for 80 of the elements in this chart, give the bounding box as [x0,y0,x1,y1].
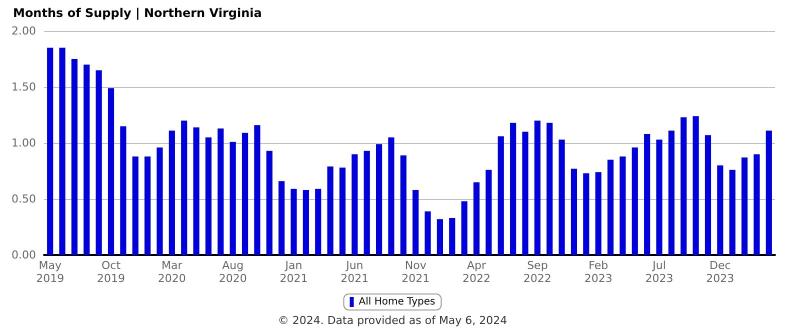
bar [656,140,662,255]
x-tick-label: Sep 2022 [523,259,552,285]
bar [168,130,175,255]
bar [632,147,638,255]
bar [84,64,90,255]
bar [510,122,516,255]
x-tick-label: Oct 2019 [97,259,126,285]
bar [205,137,212,255]
bar [766,130,772,255]
bar [498,136,504,255]
bar [668,130,674,255]
y-tick-label: 1.50 [12,80,36,94]
bar [242,132,248,255]
chart-title: Months of Supply | Northern Virginia [13,6,262,20]
y-tick-label: 0.50 [12,192,36,206]
bar [692,116,699,255]
bar [59,48,66,255]
bar [254,125,260,255]
bar [558,140,565,255]
x-tick-label: Jun 2021 [340,259,369,285]
bar [461,201,468,255]
bar [424,211,431,255]
x-tick-label: May 2019 [36,259,64,285]
bar [522,132,528,255]
x-tick-label: Nov 2021 [402,259,430,285]
bar [412,190,419,255]
bar [339,168,346,255]
bar [486,170,492,255]
x-tick-label: Mar 2020 [158,259,186,285]
bar [620,156,626,255]
bar [218,128,224,255]
x-tick-label: Aug 2020 [218,259,247,285]
bar [704,135,712,255]
bar [717,165,724,255]
bar [47,48,54,255]
bar [120,126,126,255]
bar [327,166,334,255]
bar [352,154,358,255]
bar [266,150,272,255]
bar [583,173,590,255]
bar [754,154,760,255]
bar [741,158,748,255]
x-tick-label: Feb 2023 [584,259,612,285]
bar [607,160,614,255]
bar [364,150,370,255]
bar [278,181,285,255]
bar [729,170,736,255]
bar [108,88,114,255]
bar [132,156,138,255]
y-tick-label: 2.00 [12,24,36,38]
x-tick-label: Dec 2023 [706,259,734,285]
bar [156,147,163,255]
bar [193,127,200,255]
bar [680,117,687,255]
bar [400,155,406,255]
bar [71,59,78,255]
bar [570,168,578,255]
legend-label: All Home Types [358,296,436,308]
x-tick-label: Jul 2023 [645,259,674,285]
y-tick-label: 0.00 [12,248,36,262]
bar [315,188,322,255]
y-tick-label: 1.00 [12,136,36,150]
bar [436,219,444,255]
bar [302,190,309,255]
x-tick-label: Apr 2022 [462,259,491,285]
text: © 2024. Data provided as of May 6, 2024 [278,314,508,327]
bar [181,120,188,255]
bar [473,182,480,255]
bar [534,120,540,255]
bar [449,218,456,255]
bar [144,156,151,255]
bar [546,122,553,255]
bar [290,188,297,255]
bar [376,144,382,255]
bar [96,70,102,255]
bar [230,142,236,255]
bar [595,172,602,255]
x-tick-label: Jan 2021 [280,259,308,285]
bar [644,134,650,255]
bar [388,137,394,255]
